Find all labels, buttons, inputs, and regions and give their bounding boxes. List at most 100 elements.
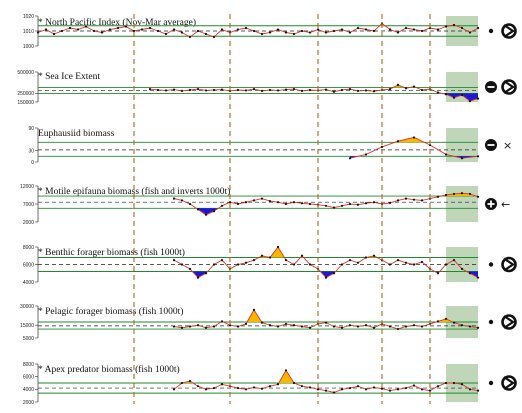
data-point [356, 261, 360, 264]
data-point [220, 88, 224, 91]
data-point [172, 388, 176, 391]
data-point [164, 89, 168, 92]
data-point [244, 201, 248, 204]
data-point [188, 35, 192, 39]
data-point [204, 89, 208, 92]
data-point [404, 26, 408, 30]
y-tick-label: 12000 [20, 184, 34, 190]
data-point [364, 153, 368, 156]
data-point [372, 29, 376, 33]
y-tick-label: 4000 [23, 280, 34, 286]
mean-status-dot [488, 380, 494, 386]
data-point [292, 88, 296, 91]
data-point [356, 203, 360, 206]
data-point [268, 88, 272, 92]
data-point [292, 32, 296, 36]
data-point [332, 29, 336, 33]
trend-arrow-icon [503, 24, 515, 38]
mean-status-dot [488, 262, 494, 267]
data-point [308, 31, 312, 34]
data-point [476, 26, 480, 30]
data-point [252, 259, 256, 262]
trend-x-icon: × [503, 139, 512, 152]
data-point [276, 325, 280, 328]
data-point [292, 263, 296, 266]
data-point [236, 88, 240, 92]
data-point [284, 259, 288, 262]
data-point [180, 89, 184, 92]
data-point [388, 263, 392, 266]
data-point [348, 157, 352, 160]
data-point [204, 213, 208, 216]
trend-circle-arrow-icon [501, 375, 517, 391]
data-point [252, 386, 256, 389]
y-tick-label: 4000 [23, 387, 34, 393]
data-point [220, 28, 224, 31]
data-point [396, 388, 400, 391]
y-tick-label: 8000 [23, 362, 34, 368]
data-point [452, 96, 456, 99]
data-point [412, 136, 416, 139]
data-point [140, 28, 144, 31]
series-line [149, 84, 479, 102]
data-point [188, 267, 192, 270]
data-point [372, 254, 376, 257]
panel-title: * Sea Ice Extent [38, 72, 100, 82]
data-point [340, 28, 344, 31]
data-point [436, 28, 440, 31]
y-tick-label: 6000 [23, 262, 34, 268]
trend-circle-arrow-icon [501, 314, 517, 330]
data-point [396, 140, 400, 143]
data-point [396, 327, 400, 331]
data-point [36, 31, 40, 34]
data-point [308, 263, 312, 266]
series-line [37, 22, 479, 38]
data-point [236, 325, 240, 328]
data-point [324, 276, 328, 279]
data-point [348, 202, 352, 206]
data-point [148, 26, 152, 30]
data-point [300, 89, 304, 92]
data-point [452, 192, 456, 196]
data-point [396, 31, 400, 34]
data-point [396, 83, 400, 86]
data-point [308, 326, 312, 329]
data-point [364, 324, 368, 327]
data-point [156, 29, 160, 33]
data-point [172, 259, 176, 262]
data-point [436, 320, 440, 323]
y-tick-label: 2000 [23, 400, 34, 406]
data-point [116, 26, 120, 30]
panel-euphausiid-biomass: Euphausiid biomass 0 30 90 × [28, 126, 512, 166]
data-point [372, 90, 376, 93]
recent-years-shade [446, 186, 478, 222]
data-point [276, 383, 280, 386]
data-point [420, 199, 424, 202]
data-point [260, 254, 264, 257]
panel-pelagic-forager-biomass: * Pelagic forager biomass (fish 1000t) 5… [20, 304, 517, 342]
data-point [244, 388, 248, 391]
data-point [276, 201, 280, 204]
y-tick-label: 1020 [23, 14, 34, 20]
data-point [468, 100, 472, 103]
data-point [356, 325, 360, 328]
data-point [244, 26, 248, 30]
panel-title: * Benthic forager biomass (fish 1000t) [38, 247, 185, 258]
data-point [420, 260, 424, 263]
data-point [324, 389, 328, 392]
data-point [268, 256, 272, 259]
data-point [268, 324, 272, 327]
data-point [316, 388, 320, 391]
panel-benthic-forager-biomass: * Benthic forager biomass (fish 1000t) 4… [23, 245, 517, 286]
data-point [204, 32, 208, 36]
data-point [260, 387, 264, 390]
data-point [260, 32, 264, 36]
data-point [180, 381, 184, 385]
data-point [188, 202, 192, 206]
panel-motile-epifauna-biomass: * Motile epifauna biomass (fish and inve… [20, 184, 510, 226]
panel-title: * Apex predator biomass (fish 1000t) [38, 364, 180, 375]
data-point [468, 31, 472, 34]
data-point [476, 195, 480, 198]
